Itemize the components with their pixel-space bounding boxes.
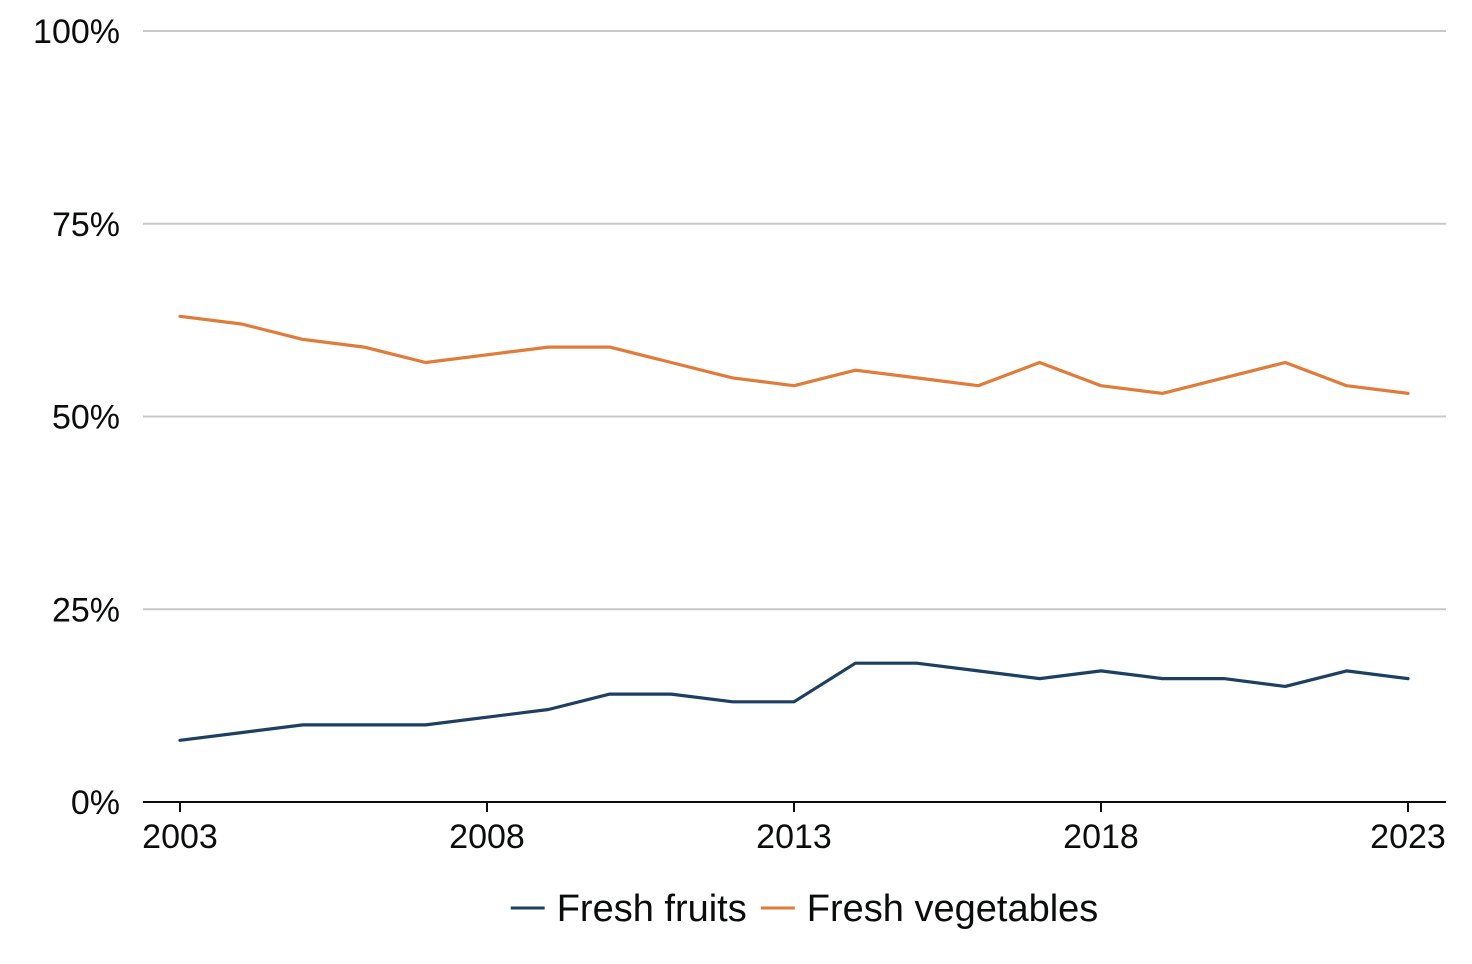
y-axis-tick-labels: 0% 25% 50% 75% 100% xyxy=(33,13,120,822)
y-tick-label: 25% xyxy=(52,591,120,629)
x-tick-label: 2003 xyxy=(142,818,218,856)
series-line-fresh-fruits xyxy=(178,661,1410,742)
legend-label: Fresh vegetables xyxy=(807,888,1099,930)
y-tick-label: 100% xyxy=(33,13,120,51)
x-tick-label: 2008 xyxy=(449,818,525,856)
y-tick-label: 75% xyxy=(52,206,120,244)
series-line-fresh-vegetables xyxy=(178,314,1410,395)
x-axis: 2003 2008 2013 2018 2023 xyxy=(142,801,1446,856)
gridlines xyxy=(143,30,1446,611)
x-tick-label: 2023 xyxy=(1370,818,1446,856)
x-tick-label: 2018 xyxy=(1063,818,1139,856)
y-tick-label: 50% xyxy=(52,399,120,437)
series-lines xyxy=(178,314,1410,742)
legend: Fresh fruits Fresh vegetables xyxy=(510,888,1099,930)
x-tick-label: 2013 xyxy=(756,818,832,856)
legend-label: Fresh fruits xyxy=(557,888,747,930)
legend-item-fresh-vegetables: Fresh vegetables xyxy=(760,888,1099,930)
y-tick-label: 0% xyxy=(71,784,120,822)
legend-item-fresh-fruits: Fresh fruits xyxy=(510,888,747,930)
